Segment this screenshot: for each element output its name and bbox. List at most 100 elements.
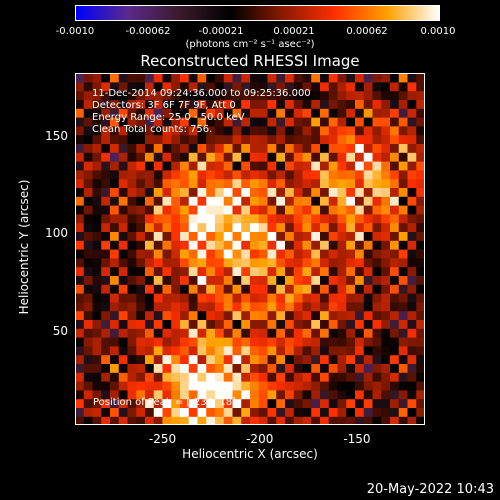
heatmap-cell (302, 90, 312, 100)
heatmap-cell (381, 284, 391, 294)
heatmap-cell (407, 178, 417, 188)
heatmap-cell (101, 284, 111, 294)
heatmap-cell (346, 205, 356, 215)
heatmap-cell (337, 108, 347, 118)
heatmap-cell (398, 416, 409, 425)
heatmap-cell (355, 407, 365, 417)
heatmap-cell (110, 398, 120, 408)
heatmap-cell (215, 108, 225, 118)
heatmap-cell (355, 249, 365, 259)
heatmap-cell (285, 301, 295, 312)
heatmap-cell (118, 152, 129, 162)
heatmap-cell (118, 161, 129, 171)
heatmap-cell (171, 240, 181, 250)
heatmap-cell (320, 231, 330, 241)
heatmap-cell (258, 389, 269, 400)
heatmap-cell (197, 407, 207, 417)
heatmap-cell (145, 152, 155, 162)
heatmap-cell (346, 161, 356, 171)
heatmap-cell (363, 389, 374, 400)
heatmap-cell (136, 266, 146, 276)
heatmap-cell (302, 372, 312, 382)
heatmap-cell (127, 196, 137, 206)
heatmap-cell (390, 381, 400, 391)
heatmap-cell (75, 398, 85, 408)
heatmap-cell (75, 81, 85, 92)
heatmap-cell (75, 407, 85, 417)
heatmap-cell (407, 363, 417, 373)
heatmap-cell (180, 99, 190, 109)
heatmap-cell (293, 231, 304, 241)
heatmap-cell (320, 328, 330, 338)
heatmap-cell (75, 117, 85, 127)
heatmap-cell (232, 187, 242, 197)
heatmap-cell (92, 301, 102, 312)
heatmap-cell (398, 108, 409, 118)
heatmap-cell (171, 134, 181, 144)
heatmap-cell (407, 222, 417, 232)
heatmap-cell (250, 328, 260, 338)
heatmap-cell (215, 389, 225, 400)
heatmap-cell (311, 222, 321, 232)
heatmap-cell (320, 257, 330, 268)
heatmap-cell (75, 345, 85, 356)
heatmap-cell (258, 319, 269, 329)
heatmap-cell (83, 231, 94, 241)
heatmap-cell (276, 196, 286, 206)
heatmap-cell (223, 73, 234, 83)
heatmap-cell (390, 108, 400, 118)
heatmap-cell (232, 345, 242, 356)
heatmap-cell (355, 143, 365, 153)
heatmap-cell (215, 187, 225, 197)
heatmap-cell (180, 416, 190, 425)
heatmap-cell (302, 205, 312, 215)
heatmap-cell (390, 196, 400, 206)
heatmap-cell (363, 196, 374, 206)
heatmap-cell (223, 284, 234, 294)
heatmap-cell (145, 284, 155, 294)
heatmap-cell (83, 196, 94, 206)
heatmap-cell (153, 354, 164, 364)
heatmap-cell (118, 293, 129, 303)
heatmap-cell (127, 117, 137, 127)
heatmap-cell (337, 301, 347, 312)
heatmap-cell (118, 108, 129, 118)
heatmap-cell (302, 196, 312, 206)
heatmap-cell (101, 275, 111, 285)
heatmap-cell (171, 196, 181, 206)
heatmap-cell (171, 99, 181, 109)
heatmap-cell (398, 152, 409, 162)
heatmap-cell (390, 169, 400, 180)
heatmap-cell (346, 196, 356, 206)
heatmap-cell (250, 187, 260, 197)
heatmap-cell (302, 257, 312, 268)
heatmap-cell (215, 205, 225, 215)
heatmap-cell (276, 301, 286, 312)
chart-title: Reconstructed RHESSI Image (140, 52, 360, 70)
heatmap-cell (258, 293, 269, 303)
heatmap-cell (372, 257, 382, 268)
heatmap-cell (215, 240, 225, 250)
heatmap-cell (355, 301, 365, 312)
heatmap-cell (337, 310, 347, 320)
heatmap-cell (398, 73, 409, 83)
heatmap-cell (127, 134, 137, 144)
heatmap-cell (136, 134, 146, 144)
heatmap-cell (127, 222, 137, 232)
heatmap-cell (110, 345, 120, 356)
heatmap-cell (101, 178, 111, 188)
heatmap-cell (416, 213, 425, 224)
heatmap-cell (171, 205, 181, 215)
heatmap-cell (92, 99, 102, 109)
heatmap-cell (372, 293, 382, 303)
heatmap-cell (285, 389, 295, 400)
heatmap-cell (302, 249, 312, 259)
heatmap-cell (355, 345, 365, 356)
heatmap-cell (197, 125, 207, 136)
heatmap-cell (258, 407, 269, 417)
heatmap-cell (153, 99, 164, 109)
heatmap-cell (83, 205, 94, 215)
heatmap-cell (258, 257, 269, 268)
heatmap-cell (328, 152, 339, 162)
heatmap-cell (145, 398, 155, 408)
